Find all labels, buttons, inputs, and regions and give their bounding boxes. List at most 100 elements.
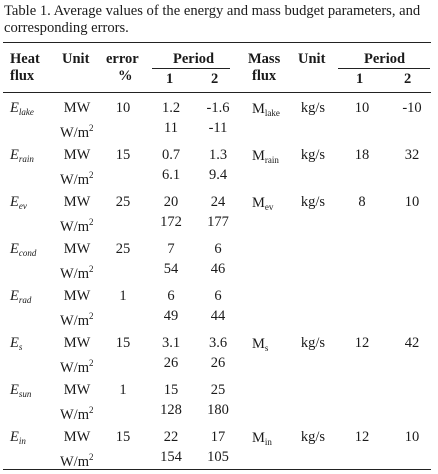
error-value: 15 xyxy=(115,147,131,163)
heat-flux-symbol: Econd xyxy=(10,241,36,261)
period2-mw-value: 3.6 xyxy=(208,335,228,351)
header-period-mass-1: 1 xyxy=(356,71,364,87)
header-mass-flux-1: Mass xyxy=(248,51,281,67)
top-rule xyxy=(3,42,431,43)
mass-flux-symbol: Min xyxy=(252,430,272,450)
period1-mw-value: 15 xyxy=(163,382,179,398)
mass-unit: kg/s xyxy=(300,429,326,445)
unit-wm2-base: W/m xyxy=(60,125,89,141)
heat-flux-symbol: Esun xyxy=(10,382,31,402)
mass-flux-symbol-main: M xyxy=(252,195,265,211)
mass-period2-value: 32 xyxy=(404,147,420,163)
heat-flux-symbol-subscript: in xyxy=(18,436,26,446)
mass-flux-symbol-subscript: in xyxy=(264,437,272,447)
period1-mw-value: 1.2 xyxy=(161,100,181,116)
header-error-1: error xyxy=(106,51,139,67)
unit-wm2-superscript: 2 xyxy=(89,452,94,462)
unit-wm2-superscript: 2 xyxy=(89,264,94,274)
mass-period1-value: 18 xyxy=(354,147,370,163)
period1-wm2-value: 49 xyxy=(163,308,179,324)
period2-mw-value: -1.6 xyxy=(206,100,230,116)
mass-flux-symbol-main: M xyxy=(252,148,265,164)
period1-mw-value: 0.7 xyxy=(161,147,181,163)
period1-mw-value: 20 xyxy=(163,194,179,210)
unit-wm2-base: W/m xyxy=(60,313,89,329)
period1-mw-value: 7 xyxy=(167,241,175,257)
heat-flux-symbol-main: E xyxy=(10,194,19,210)
header-error-2: % xyxy=(118,68,133,84)
heat-flux-symbol: Erad xyxy=(10,288,31,308)
unit-wm2-superscript: 2 xyxy=(89,217,94,227)
mass-flux-symbol-main: M xyxy=(252,101,265,117)
mass-flux-symbol-main: M xyxy=(252,430,265,446)
unit-mw: MW xyxy=(63,335,91,351)
mass-period2-value: -10 xyxy=(402,100,422,116)
period1-wm2-value: 54 xyxy=(163,261,179,277)
period2-wm2-value: 46 xyxy=(210,261,226,277)
error-value: 25 xyxy=(115,194,131,210)
heat-flux-symbol-subscript: s xyxy=(18,342,23,352)
heat-flux-symbol-main: E xyxy=(10,382,19,398)
error-value: 1 xyxy=(119,382,127,398)
heat-flux-symbol-main: E xyxy=(10,429,19,445)
heat-flux-symbol-main: E xyxy=(10,335,19,351)
period2-mw-value: 6 xyxy=(214,288,222,304)
heat-flux-symbol: Ein xyxy=(10,429,26,449)
unit-wm2-base: W/m xyxy=(60,407,89,423)
header-period: Period xyxy=(173,51,215,67)
period1-wm2-value: 128 xyxy=(160,402,182,418)
bottom-rule xyxy=(3,469,431,470)
unit-wm2-base: W/m xyxy=(60,266,89,282)
mass-flux-symbol: Mlake xyxy=(252,101,280,121)
period1-wm2-value: 172 xyxy=(160,214,182,230)
header-period-mass-2: 2 xyxy=(404,71,412,87)
period1-mw-value: 3.1 xyxy=(161,335,181,351)
period2-wm2-value: 105 xyxy=(207,449,229,465)
unit-wm2-superscript: 2 xyxy=(89,311,94,321)
mass-flux-symbol-subscript: lake xyxy=(264,108,280,118)
unit-wm2: W/m2 xyxy=(60,355,94,376)
period-mass-rule xyxy=(338,68,430,69)
mass-unit: kg/s xyxy=(300,194,326,210)
heat-flux-symbol: Elake xyxy=(10,100,34,120)
error-value: 25 xyxy=(115,241,131,257)
unit-wm2-base: W/m xyxy=(60,360,89,376)
unit-mw: MW xyxy=(63,194,91,210)
unit-mw: MW xyxy=(63,147,91,163)
header-heat-flux-2: flux xyxy=(10,68,35,84)
unit-wm2-base: W/m xyxy=(60,454,89,470)
heat-flux-symbol-main: E xyxy=(10,147,19,163)
period2-wm2-value: -11 xyxy=(208,120,228,136)
mass-period2-value: 42 xyxy=(404,335,420,351)
unit-wm2-base: W/m xyxy=(60,219,89,235)
header-period-2: 2 xyxy=(211,71,219,87)
error-value: 1 xyxy=(119,288,127,304)
period1-wm2-value: 26 xyxy=(163,355,179,371)
header-mass-flux-2: flux xyxy=(252,68,277,84)
period1-mw-value: 6 xyxy=(167,288,175,304)
period2-wm2-value: 26 xyxy=(210,355,226,371)
unit-wm2: W/m2 xyxy=(60,120,94,141)
heat-flux-symbol: Es xyxy=(10,335,22,355)
period2-wm2-value: 177 xyxy=(207,214,229,230)
mass-unit: kg/s xyxy=(300,335,326,351)
mass-period2-value: 10 xyxy=(404,194,420,210)
heat-flux-symbol: Erain xyxy=(10,147,34,167)
header-bottom-rule xyxy=(3,92,431,93)
mass-unit: kg/s xyxy=(300,100,326,116)
period2-wm2-value: 9.4 xyxy=(208,167,228,183)
header-period-mass: Period xyxy=(364,51,406,67)
unit-mw: MW xyxy=(63,241,91,257)
header-heat-flux-1: Heat xyxy=(10,51,40,67)
unit-wm2: W/m2 xyxy=(60,214,94,235)
heat-flux-symbol-subscript: sun xyxy=(18,389,32,399)
header-unit-2: Unit xyxy=(298,51,326,67)
period1-wm2-value: 11 xyxy=(164,120,178,136)
period2-mw-value: 17 xyxy=(210,429,226,445)
mass-flux-symbol-main: M xyxy=(252,336,265,352)
unit-mw: MW xyxy=(63,382,91,398)
period1-wm2-value: 6.1 xyxy=(161,167,181,183)
heat-flux-symbol-subscript: cond xyxy=(18,248,37,258)
unit-mw: MW xyxy=(63,288,91,304)
mass-unit: kg/s xyxy=(300,147,326,163)
